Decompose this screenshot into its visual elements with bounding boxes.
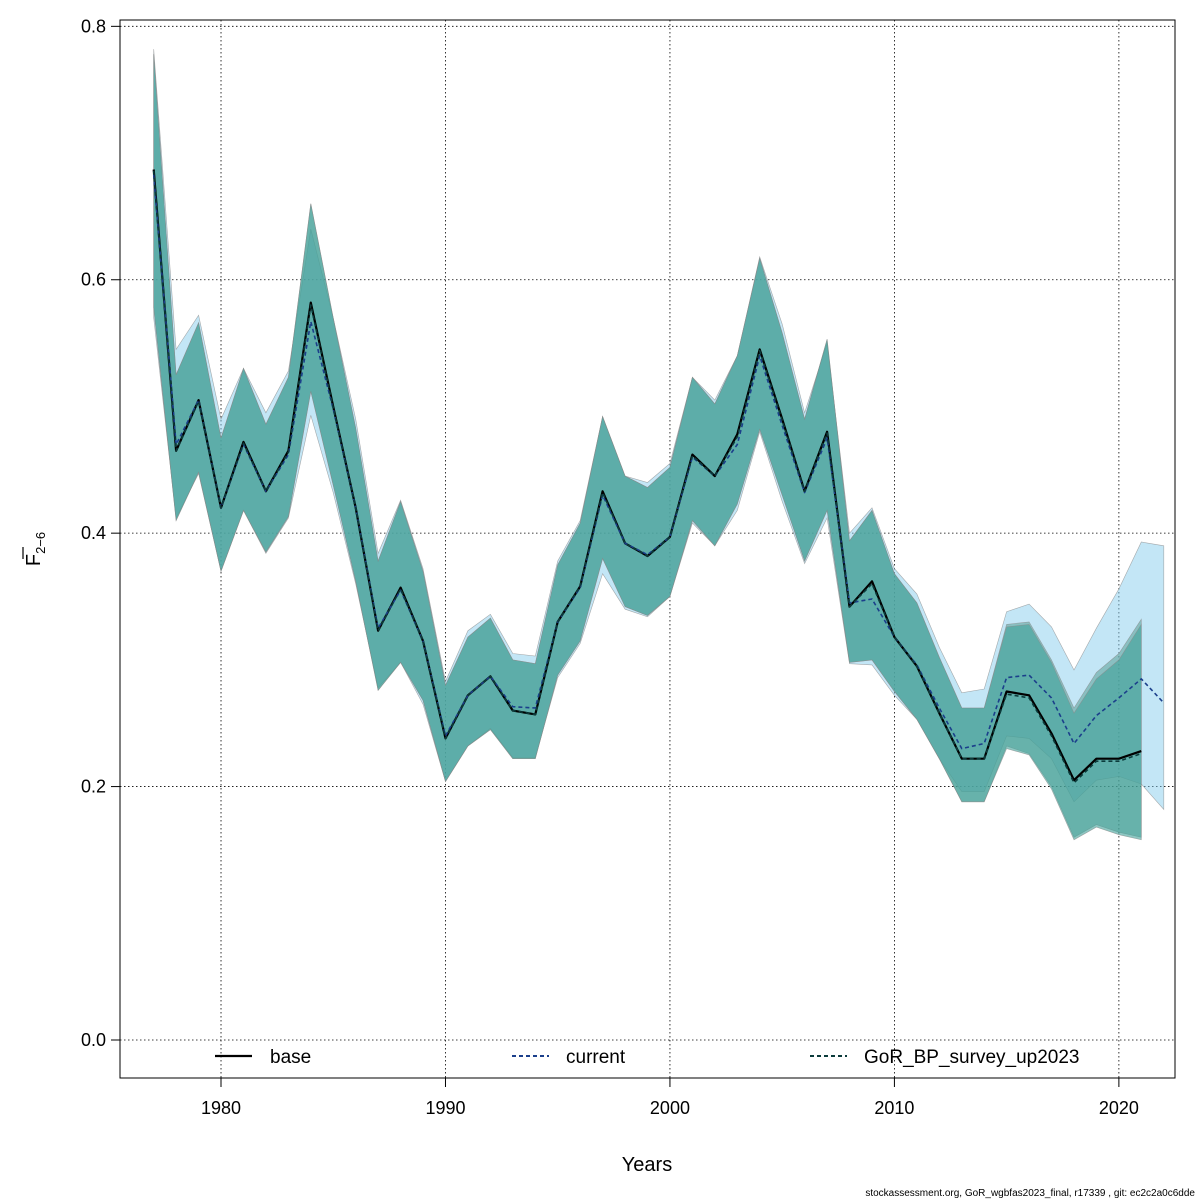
- legend-label-current: current: [566, 1047, 626, 1068]
- legend-entry-gor: GoR_BP_survey_up2023: [810, 1047, 1079, 1068]
- y-tick-label: 0.2: [81, 777, 106, 797]
- series-lines: [152, 169, 1165, 784]
- band-gor: [153, 54, 1142, 841]
- confidence-bands: [153, 49, 1165, 841]
- line-gor: [152, 170, 1142, 784]
- y-axis: 0.0 0.2 0.4 0.6 0.8: [81, 16, 120, 1050]
- legend-label-gor: GoR_BP_survey_up2023: [864, 1047, 1079, 1068]
- y-axis-title-sub: 2−6: [33, 532, 48, 554]
- x-axis: 1980 1990 2000 2010 2020: [201, 1078, 1139, 1118]
- svg-text:F2−6: F2−6: [23, 532, 48, 566]
- x-tick-label: 2000: [650, 1098, 690, 1118]
- legend-entry-current: current: [512, 1047, 626, 1068]
- y-tick-label: 0.0: [81, 1030, 106, 1050]
- y-tick-label: 0.6: [81, 270, 106, 290]
- x-axis-title: Years: [622, 1154, 672, 1176]
- line-current: [152, 174, 1165, 750]
- x-tick-label: 1980: [201, 1098, 241, 1118]
- legend: base current GoR_BP_survey_up2023: [215, 1047, 1079, 1068]
- x-tick-label: 1990: [425, 1098, 465, 1118]
- footer-note: stockassessment.org, GoR_wgbfas2023_fina…: [865, 1188, 1195, 1199]
- y-tick-label: 0.8: [81, 16, 106, 36]
- plot-frame: [119, 19, 1176, 1079]
- legend-entry-base: base: [215, 1047, 311, 1068]
- y-tick-label: 0.4: [81, 523, 106, 543]
- x-tick-label: 2020: [1099, 1098, 1139, 1118]
- legend-label-base: base: [270, 1047, 311, 1068]
- y-axis-title-main: F: [23, 554, 45, 566]
- x-tick-label: 2010: [874, 1098, 914, 1118]
- y-axis-title: F2−6: [22, 532, 48, 566]
